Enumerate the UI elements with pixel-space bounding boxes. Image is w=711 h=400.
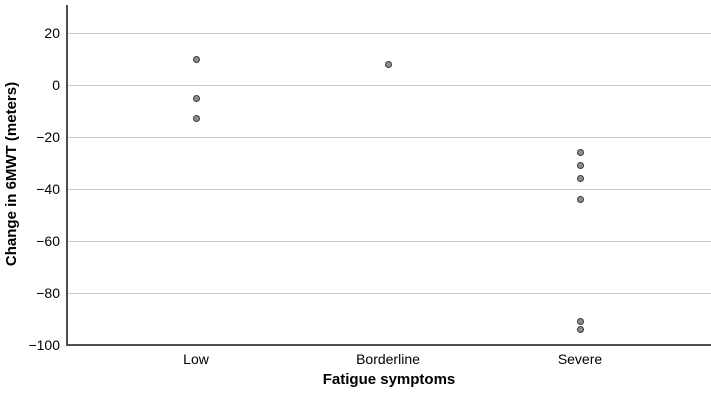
y-tick-label: 0 [52,77,60,93]
x-category-label: Borderline [356,351,420,367]
data-point [576,195,584,203]
y-tick-label: 20 [44,25,60,41]
gridline [67,32,711,34]
gridline [67,136,711,138]
data-point [576,325,584,333]
gridline [67,188,711,190]
x-axis-line [66,344,711,346]
data-point [384,60,392,68]
gridline [67,292,711,294]
gridline [67,84,711,86]
data-point [576,318,584,326]
data-point [576,149,584,157]
y-tick-label: −100 [28,337,60,353]
y-tick-label: −40 [36,181,60,197]
data-point [576,175,584,183]
y-axis-line [66,5,68,345]
data-point [192,94,200,102]
x-category-label: Low [183,351,209,367]
data-point [192,55,200,63]
gridline [67,240,711,242]
x-category-label: Severe [557,351,603,367]
y-tick-label: −60 [36,233,60,249]
data-point [576,162,584,170]
x-axis-title: Fatigue symptoms [322,371,456,388]
y-tick-label: −80 [36,285,60,301]
y-tick-label: −20 [36,129,60,145]
data-point [192,115,200,123]
